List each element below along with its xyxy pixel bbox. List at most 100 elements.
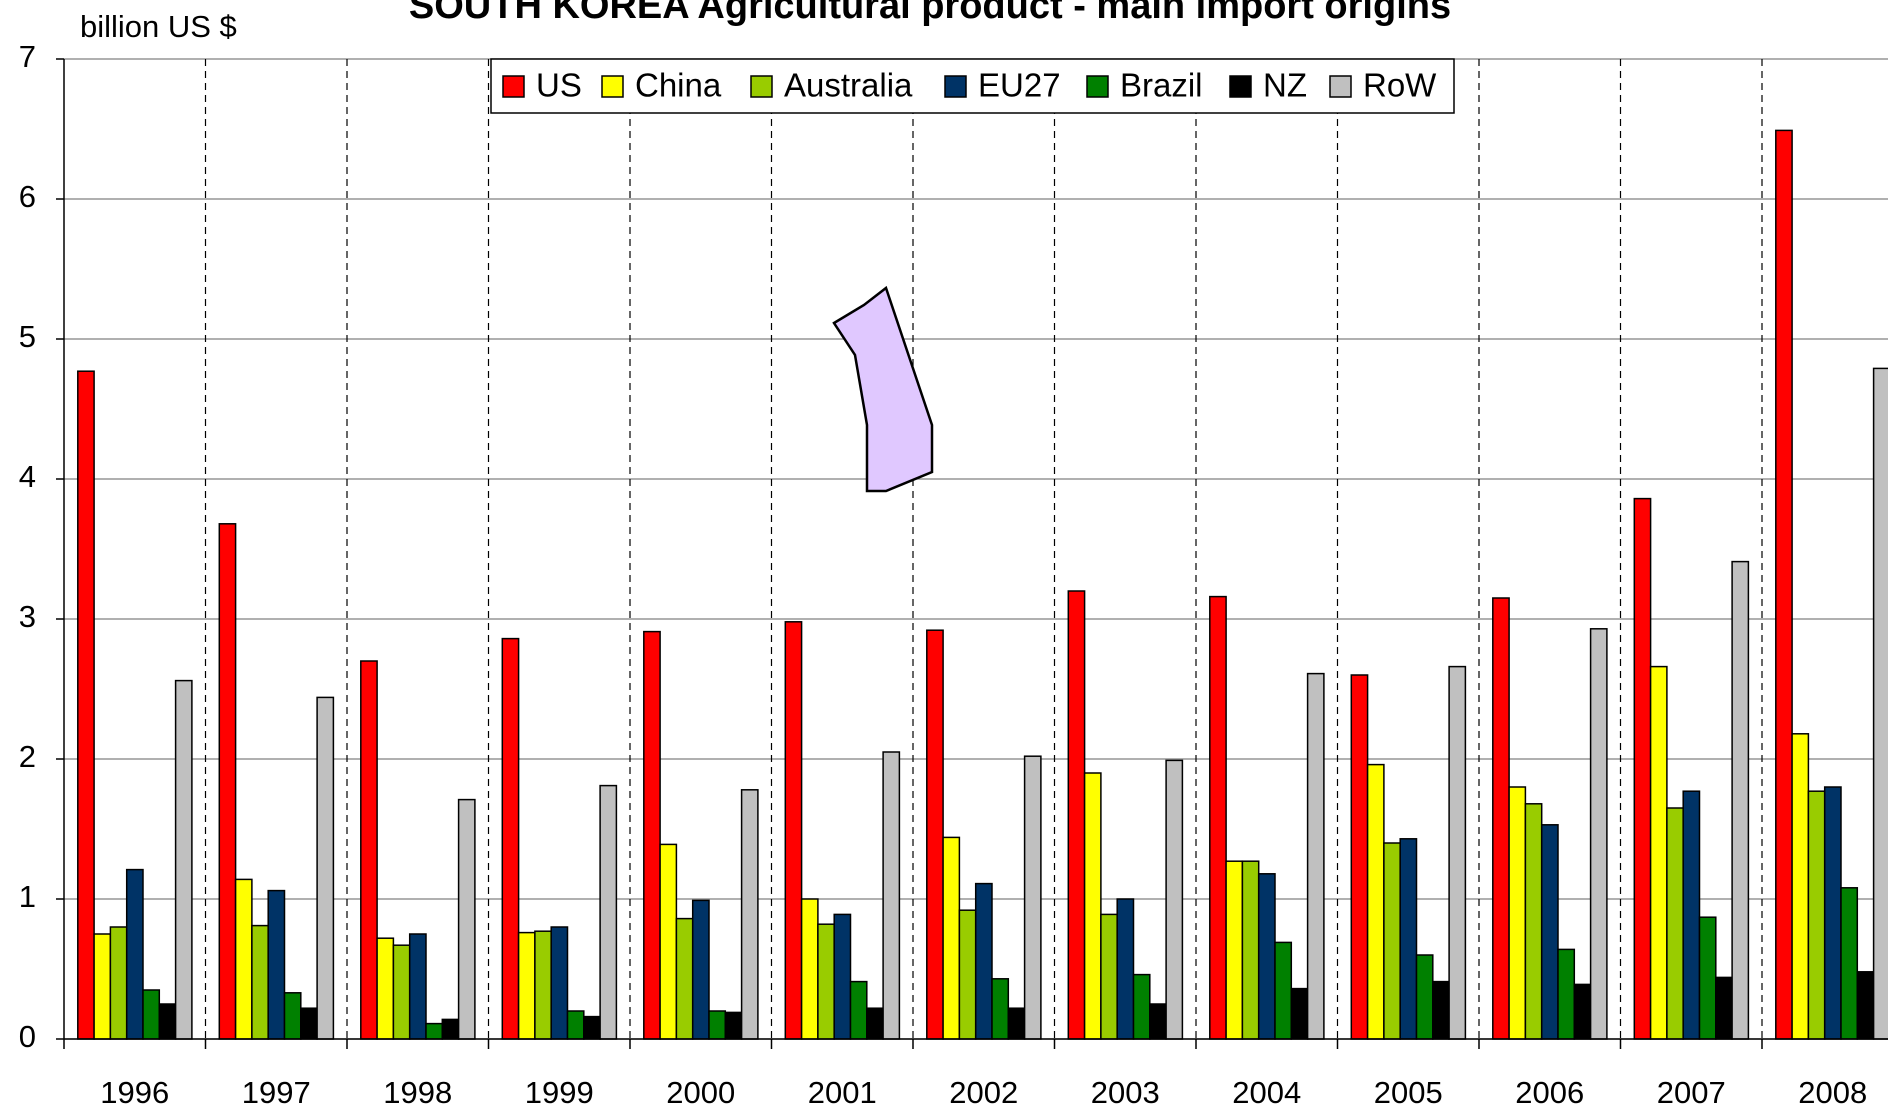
bar (1448, 665, 1467, 1040)
bar (958, 909, 977, 1040)
legend-label: NZ (1263, 67, 1307, 104)
legend-box (490, 58, 1455, 114)
bar (77, 370, 95, 1040)
bar (708, 1010, 727, 1040)
bar (1306, 672, 1325, 1040)
bar (408, 933, 427, 1040)
bar (376, 937, 395, 1040)
bar (109, 926, 128, 1040)
bar (174, 679, 193, 1040)
bar (1823, 786, 1842, 1040)
bar (991, 978, 1010, 1040)
bar (1257, 873, 1276, 1040)
bar (1209, 595, 1227, 1040)
bar (316, 696, 335, 1040)
bar (1415, 954, 1434, 1040)
bar (866, 1007, 884, 1040)
bar (267, 889, 286, 1040)
bar (441, 1018, 460, 1040)
bar (1067, 590, 1086, 1040)
bar (142, 989, 161, 1040)
x-tick-label: 2008 (1798, 1075, 1867, 1110)
bar (643, 630, 661, 1040)
bar (125, 868, 144, 1040)
bar (158, 1003, 177, 1040)
bar (1791, 733, 1810, 1040)
x-tick-label: 2001 (808, 1075, 877, 1110)
y-tick-label: 2 (19, 739, 36, 774)
x-tick-label: 2000 (666, 1075, 735, 1110)
bar (974, 882, 993, 1040)
bar (251, 924, 269, 1040)
legend-swatch (502, 75, 525, 98)
x-tick-label: 2003 (1091, 1075, 1160, 1110)
bar (583, 1015, 601, 1040)
bar (1807, 790, 1826, 1040)
shape (832, 285, 934, 493)
bar (1540, 824, 1559, 1040)
bar (1524, 803, 1543, 1040)
bar (1666, 807, 1684, 1040)
bar (1633, 497, 1652, 1040)
bar (234, 878, 253, 1040)
bar (1715, 976, 1733, 1040)
legend-label: China (635, 67, 722, 104)
x-tick-label: 2007 (1657, 1075, 1726, 1110)
bar (1290, 987, 1309, 1040)
bar (849, 980, 868, 1040)
bar (1573, 983, 1592, 1040)
bar (1856, 971, 1875, 1040)
bar (1083, 772, 1102, 1040)
bar (740, 789, 759, 1040)
legend-swatch (944, 75, 967, 98)
bar (1274, 941, 1293, 1040)
bar (800, 898, 819, 1040)
bar (1165, 759, 1184, 1040)
legend-swatch (601, 75, 624, 98)
x-tick-label: 1999 (525, 1075, 594, 1110)
y-tick-label: 4 (19, 459, 36, 494)
bar (691, 899, 710, 1040)
bar (1698, 916, 1717, 1040)
legend-swatch (1329, 75, 1352, 98)
legend-label: Australia (784, 67, 913, 104)
bar (360, 660, 378, 1040)
bar (1775, 129, 1793, 1040)
bar (1007, 1007, 1026, 1040)
legend-swatch (1086, 75, 1109, 98)
legend-label: EU27 (978, 67, 1061, 104)
bar (457, 798, 476, 1040)
bar (1350, 674, 1369, 1040)
bar (1149, 1003, 1167, 1040)
bar (517, 931, 536, 1040)
bar (283, 992, 302, 1040)
bar (392, 944, 411, 1040)
bar (675, 917, 694, 1040)
x-tick-label: 1998 (383, 1075, 452, 1110)
bar (1383, 842, 1401, 1040)
bar (784, 621, 803, 1040)
chart-title: SOUTH KOREA Agricultural product - main … (409, 0, 1451, 27)
bar (833, 913, 852, 1040)
y-tick-label: 7 (19, 39, 36, 74)
legend-swatch (1229, 75, 1252, 98)
bar (1023, 755, 1042, 1040)
bar (1492, 597, 1510, 1040)
bar (942, 836, 961, 1040)
bar (1840, 887, 1859, 1040)
legend-label: Brazil (1120, 67, 1203, 104)
bar (566, 1010, 585, 1040)
bar (425, 1022, 444, 1040)
bar (599, 784, 618, 1040)
bar (534, 930, 552, 1040)
y-axis-label: billion US $ (80, 9, 237, 44)
x-tick-label: 2005 (1374, 1075, 1443, 1110)
bar (1432, 980, 1450, 1040)
x-tick-label: 2006 (1515, 1075, 1584, 1110)
bar (300, 1007, 318, 1040)
bar (218, 523, 237, 1040)
legend-swatch (750, 75, 773, 98)
bar (1366, 763, 1385, 1040)
bar (550, 926, 569, 1040)
y-tick-label: 6 (19, 179, 36, 214)
